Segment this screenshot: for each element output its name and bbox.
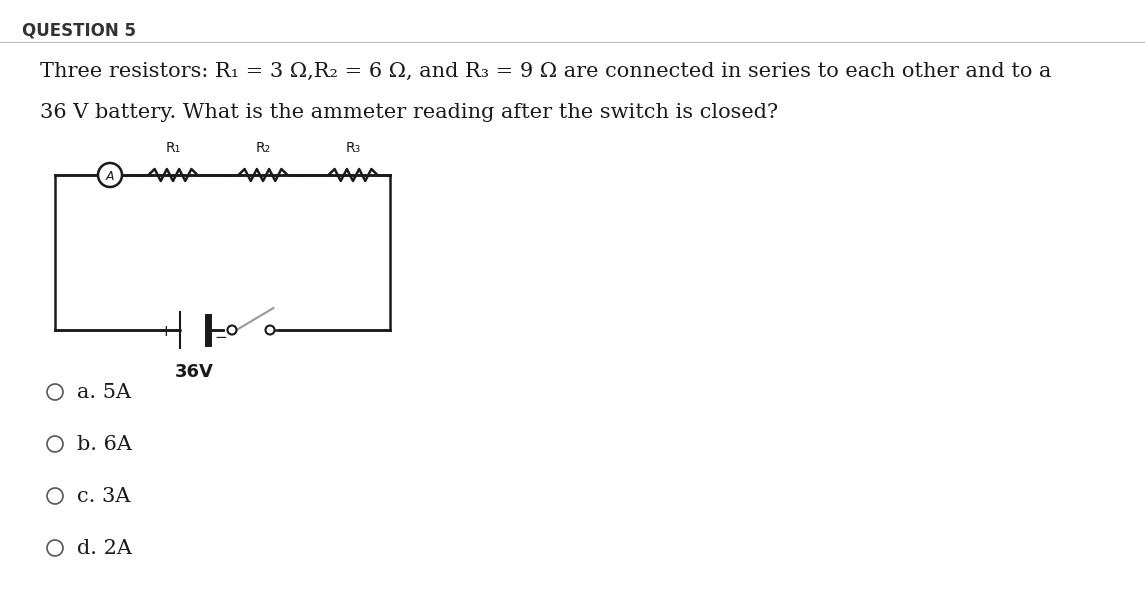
Text: R₂: R₂ <box>255 141 270 155</box>
Text: A: A <box>105 170 115 182</box>
Text: −: − <box>214 330 228 345</box>
Text: c. 3A: c. 3A <box>77 486 131 506</box>
Text: +: + <box>159 324 173 339</box>
Circle shape <box>98 163 123 187</box>
Text: a. 5A: a. 5A <box>77 382 132 402</box>
Text: R₁: R₁ <box>165 141 181 155</box>
Text: b. 6A: b. 6A <box>77 434 132 454</box>
Text: 36 V battery. What is the ammeter reading after the switch is closed?: 36 V battery. What is the ammeter readin… <box>40 103 779 122</box>
Text: d. 2A: d. 2A <box>77 539 132 557</box>
Text: R₃: R₃ <box>346 141 361 155</box>
Text: QUESTION 5: QUESTION 5 <box>22 22 136 40</box>
Text: Three resistors: R₁ = 3 Ω,R₂ = 6 Ω, and R₃ = 9 Ω are connected in series to each: Three resistors: R₁ = 3 Ω,R₂ = 6 Ω, and … <box>40 62 1051 81</box>
Text: 36V: 36V <box>174 363 213 381</box>
